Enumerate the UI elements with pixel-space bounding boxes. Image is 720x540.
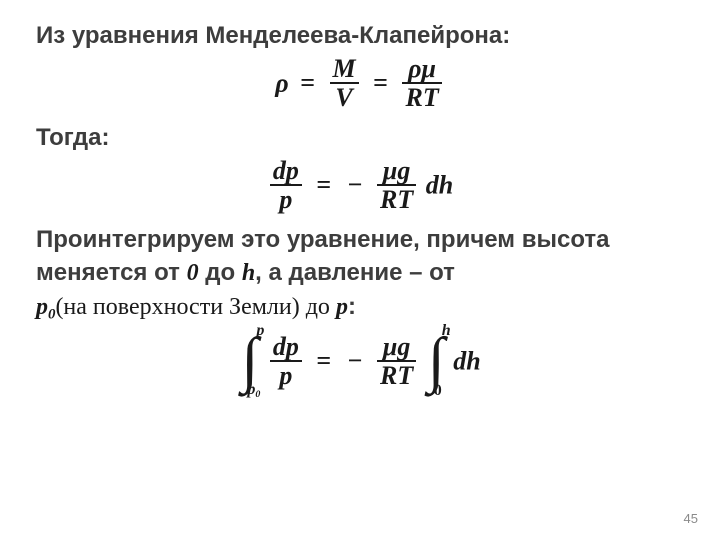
frac-dp-p: dp p: [270, 157, 302, 214]
int-sym-2: ∫: [428, 336, 445, 386]
mu-3: μ: [383, 332, 397, 361]
rho-2: ρ: [408, 54, 421, 83]
equation-integral: p ∫ p0 dp p = − μg RT h ∫ 0 dh: [36, 333, 684, 390]
num-rho-mu: ρμ: [402, 55, 441, 84]
t3b-pre: меняется от: [36, 259, 187, 286]
num-mug: μg: [377, 157, 416, 186]
num-dp: dp: [270, 157, 302, 186]
text-line-1: Из уравнения Менделеева-Клапейрона:: [36, 20, 684, 51]
g-2: g: [397, 332, 410, 361]
page-number: 45: [684, 511, 698, 526]
p-inline: p: [336, 294, 348, 320]
mu-2: μ: [383, 156, 397, 185]
frac-dp-p-2: dp p: [270, 333, 302, 390]
den-p: p: [270, 186, 302, 213]
dh-2: dh: [453, 346, 480, 375]
h-inline: h: [242, 260, 255, 286]
int-lower-0: 0: [434, 382, 442, 400]
den-rt-3: RT: [377, 362, 416, 389]
T-2: T: [397, 185, 413, 214]
R-3: R: [380, 361, 397, 390]
R-2: R: [380, 185, 397, 214]
integral-right: h ∫ 0: [428, 336, 445, 386]
il-0: 0: [255, 389, 260, 400]
equals-4: =: [311, 346, 336, 375]
t3b-mid: до: [199, 259, 242, 286]
equals-3: =: [311, 170, 336, 199]
frac-m-over-v: M V: [330, 55, 359, 112]
frac-rho-mu-over-rt: ρμ RT: [402, 55, 441, 112]
den-rt-2: RT: [377, 186, 416, 213]
integral-left: p ∫ p0: [241, 336, 258, 386]
text-line-3c: p0(на поверхности Земли) до p:: [36, 291, 684, 325]
t3c-mid: (на поверхности Земли): [55, 294, 299, 320]
equation-density: ρ = M V = ρμ RT: [36, 55, 684, 112]
T-1: T: [423, 83, 439, 112]
t3b-post: , а давление – от: [255, 259, 455, 286]
text-line-3b: меняется от 0 до h, а давление – от: [36, 257, 684, 289]
den-V: V: [330, 84, 359, 111]
minus-1: −: [343, 170, 368, 199]
num-mug-2: μg: [377, 333, 416, 362]
g-1: g: [397, 156, 410, 185]
int-lower-p0: p0: [247, 381, 260, 400]
frac-mug-rt-2: μg RT: [377, 333, 416, 390]
R-1: R: [405, 83, 422, 112]
num-M: M: [330, 55, 359, 84]
p0-inline: p0: [36, 294, 55, 320]
equation-differential: dp p = − μg RT dh: [36, 157, 684, 214]
zero-inline: 0: [187, 260, 199, 286]
den-rt: RT: [402, 84, 441, 111]
p0-p: p: [36, 294, 48, 320]
equals-2: =: [368, 68, 393, 97]
minus-2: −: [343, 346, 368, 375]
t3c-end: :: [348, 293, 356, 320]
T-3: T: [397, 361, 413, 390]
text-line-3a: Проинтегрируем это уравнение, причем выс…: [36, 224, 684, 255]
text-line-2: Тогда:: [36, 122, 684, 153]
num-dp-2: dp: [270, 333, 302, 362]
frac-mug-rt: μg RT: [377, 157, 416, 214]
int-upper-h: h: [442, 322, 451, 340]
int-sym-1: ∫: [241, 336, 258, 386]
dh-1: dh: [426, 170, 453, 199]
den-p-2: p: [270, 362, 302, 389]
t3c-post: до: [300, 294, 336, 320]
rho-sym: ρ: [275, 68, 288, 97]
mu-1: μ: [422, 54, 436, 83]
equals-1: =: [295, 68, 320, 97]
int-upper-p: p: [256, 322, 264, 340]
